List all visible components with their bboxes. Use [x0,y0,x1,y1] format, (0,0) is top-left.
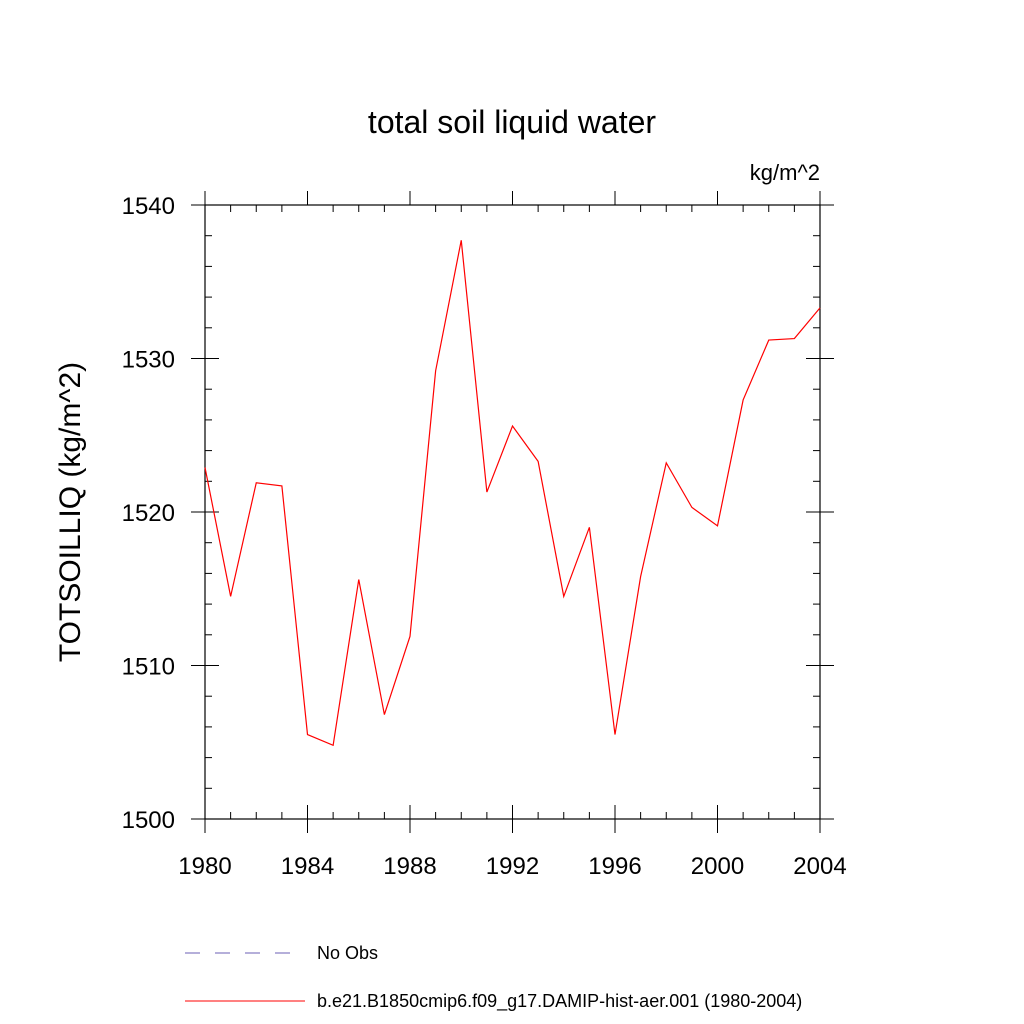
x-tick-label: 1996 [588,853,641,880]
legend: No Obs b.e21.B1850cmip6.f09_g17.DAMIP-his… [185,943,802,1012]
y-tick-label: 1500 [122,807,175,834]
x-tick-label: 2004 [793,853,846,880]
y-tick-label: 1510 [122,654,175,681]
x-tick-label: 2000 [691,853,744,880]
x-tick-label: 1984 [281,853,334,880]
plot-frame [204,204,821,820]
y-tick-label: 1520 [122,500,175,527]
series-layer [204,240,821,747]
x-tick-label: 1980 [178,853,231,880]
x-tick-label: 1992 [486,853,539,880]
legend-label: No Obs [317,943,378,963]
y-tick-label: 1530 [122,347,175,374]
x-tick-label: 1988 [383,853,436,880]
axis-ticks [191,191,834,833]
y-tick-label: 1540 [122,193,175,220]
legend-label: b.e21.B1850cmip6.f09_g17.DAMIP-hist-aer.… [317,991,802,1012]
series-line [204,240,821,747]
y-axis-label: TOTSOILLIQ (kg/m^2) [54,362,87,662]
tick-labels: 1980 1984 1988 1992 1996 2000 2004 1500 1510 1520… [122,193,847,880]
units-label: kg/m^2 [750,160,820,185]
chart-title: total soil liquid water [368,104,656,140]
